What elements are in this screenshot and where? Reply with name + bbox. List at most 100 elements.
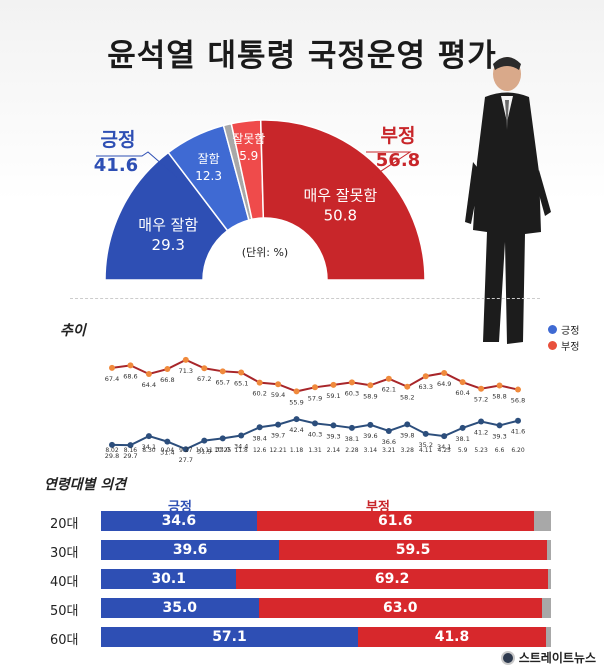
- age-row: 30대 39.6 59.5: [50, 540, 551, 562]
- donut-slice-label-0: 매우 잘함: [138, 216, 198, 234]
- x-tick-label: 6.6: [495, 447, 505, 454]
- negative-series-point: [348, 379, 355, 386]
- positive-series-point: [219, 435, 226, 442]
- negative-series-point: [256, 379, 263, 386]
- x-tick-label: 3.28: [401, 447, 415, 454]
- x-tick-label: 11.8: [235, 447, 249, 454]
- negative-bar: 41.8: [357, 627, 547, 647]
- positive-series-data-label: 29.8: [105, 452, 119, 460]
- president-photo: [465, 57, 551, 344]
- negative-series-data-label: 71.3: [179, 367, 193, 375]
- x-tick-label: 10.25: [214, 447, 231, 454]
- positive-series-point: [422, 430, 429, 437]
- x-tick-label: 8.16: [124, 447, 138, 454]
- positive-series-data-label: 39.8: [400, 431, 414, 439]
- negative-series-point: [330, 381, 337, 388]
- negative-series-point: [367, 382, 374, 389]
- positive-series-data-label: 27.7: [179, 456, 193, 464]
- age-bar-track: 39.6 59.5: [101, 540, 551, 560]
- positive-series-point: [201, 437, 208, 444]
- x-tick-label: 6.20: [511, 447, 525, 454]
- x-tick-label: 9.27: [179, 447, 193, 454]
- negative-series-point: [515, 386, 521, 393]
- unknown-bar: [542, 598, 551, 618]
- negative-series-data-label: 60.2: [252, 390, 266, 398]
- negative-series-data-label: 60.4: [455, 389, 469, 397]
- negative-series-data-label: 67.2: [197, 375, 211, 383]
- age-bar-track: 35.0 63.0: [101, 598, 551, 618]
- legend-positive-label: 긍정: [561, 326, 580, 337]
- unknown-bar: [546, 627, 551, 647]
- positive-group-label: 긍정: [101, 129, 136, 151]
- negative-bar: 63.0: [258, 598, 542, 618]
- negative-series-data-label: 58.2: [400, 394, 414, 402]
- positive-series-data-label: 31.4: [160, 449, 174, 457]
- positive-series-point: [256, 424, 263, 431]
- legend-negative-swatch: [548, 341, 557, 350]
- positive-series-point: [515, 417, 521, 424]
- positive-bar: 34.6: [101, 511, 257, 531]
- legend-positive: 긍정: [548, 322, 579, 337]
- negative-series-data-label: 58.9: [363, 392, 377, 400]
- negative-series-point: [312, 384, 318, 391]
- negative-series-data-label: 57.9: [308, 394, 322, 402]
- negative-series-point: [238, 369, 245, 376]
- legend-negative-label: 부정: [561, 342, 580, 353]
- negative-callout-line: [359, 151, 412, 186]
- positive-series-point: [459, 424, 466, 431]
- unknown-bar: [546, 540, 551, 560]
- age-section-label: 연령대별 의견: [44, 477, 127, 493]
- positive-series-data-label: 40.3: [308, 430, 322, 438]
- x-tick-label: 8.30: [142, 447, 156, 454]
- x-tick-label: 5.9: [458, 447, 468, 454]
- age-label: 60대: [50, 633, 79, 648]
- negative-series-data-label: 57.2: [474, 396, 488, 404]
- x-tick-label: 12.21: [269, 447, 286, 454]
- positive-series-data-label: 38.1: [345, 435, 359, 443]
- unit-note: (단위: %): [242, 246, 288, 259]
- negative-bar: 61.6: [256, 511, 534, 531]
- trend-section-label: 추이: [60, 323, 86, 339]
- positive-series-data-label: 39.3: [326, 432, 340, 440]
- positive-series-point: [312, 420, 318, 427]
- negative-series-data-label: 64.4: [142, 381, 156, 389]
- negative-series-point: [293, 388, 300, 395]
- positive-series-data-label: 33.0: [215, 445, 229, 453]
- trend-line-chart: 67.4 68.6 64.4 66.8 71.3 67.2 65.7 65.1 60.2 59.4…: [105, 356, 525, 464]
- donut-slice-4: [259, 119, 426, 281]
- negative-series-data-label: 66.8: [160, 376, 174, 384]
- positive-series-data-label: 34.1: [142, 443, 156, 451]
- brand-name: 스트레이트뉴스: [518, 651, 596, 665]
- negative-series-point: [459, 379, 466, 386]
- positive-bar: 35.0: [101, 598, 259, 618]
- positive-series-data-label: 35.2: [418, 441, 432, 449]
- donut-slice-label-4: 매우 잘못함: [303, 187, 377, 205]
- section-divider: [70, 298, 540, 299]
- negative-series-point: [496, 382, 503, 389]
- age-row: 20대 34.6 61.6: [50, 511, 551, 533]
- negative-series-point: [422, 373, 429, 380]
- negative-series-data-label: 64.9: [437, 380, 451, 388]
- positive-series-point: [182, 446, 189, 453]
- unknown-bar: [547, 569, 551, 589]
- x-tick-label: 4.11: [419, 447, 433, 454]
- x-tick-label: 3.14: [364, 447, 378, 454]
- negative-series-point: [404, 383, 411, 390]
- x-tick-label: 12.6: [253, 447, 267, 454]
- negative-series-data-label: 59.1: [326, 392, 340, 400]
- age-bar-track: 30.1 69.2: [101, 569, 551, 589]
- positive-series-data-label: 38.4: [252, 434, 266, 442]
- positive-series-data-label: 39.6: [363, 432, 377, 440]
- negative-series-point: [164, 366, 171, 373]
- age-bar-track: 34.6 61.6: [101, 511, 551, 531]
- donut-slice-value-1: 12.3: [195, 169, 222, 183]
- negative-series-data-label: 55.9: [289, 398, 303, 406]
- negative-series-data-label: 58.8: [492, 392, 506, 400]
- x-tick-label: 4.25: [438, 447, 452, 454]
- negative-series-data-label: 62.1: [382, 386, 396, 394]
- positive-group-value: 41.6: [94, 155, 138, 176]
- positive-series-data-label: 31.9: [197, 448, 211, 456]
- x-tick-label: 10.11: [196, 447, 213, 454]
- x-tick-label: 5.23: [474, 447, 488, 454]
